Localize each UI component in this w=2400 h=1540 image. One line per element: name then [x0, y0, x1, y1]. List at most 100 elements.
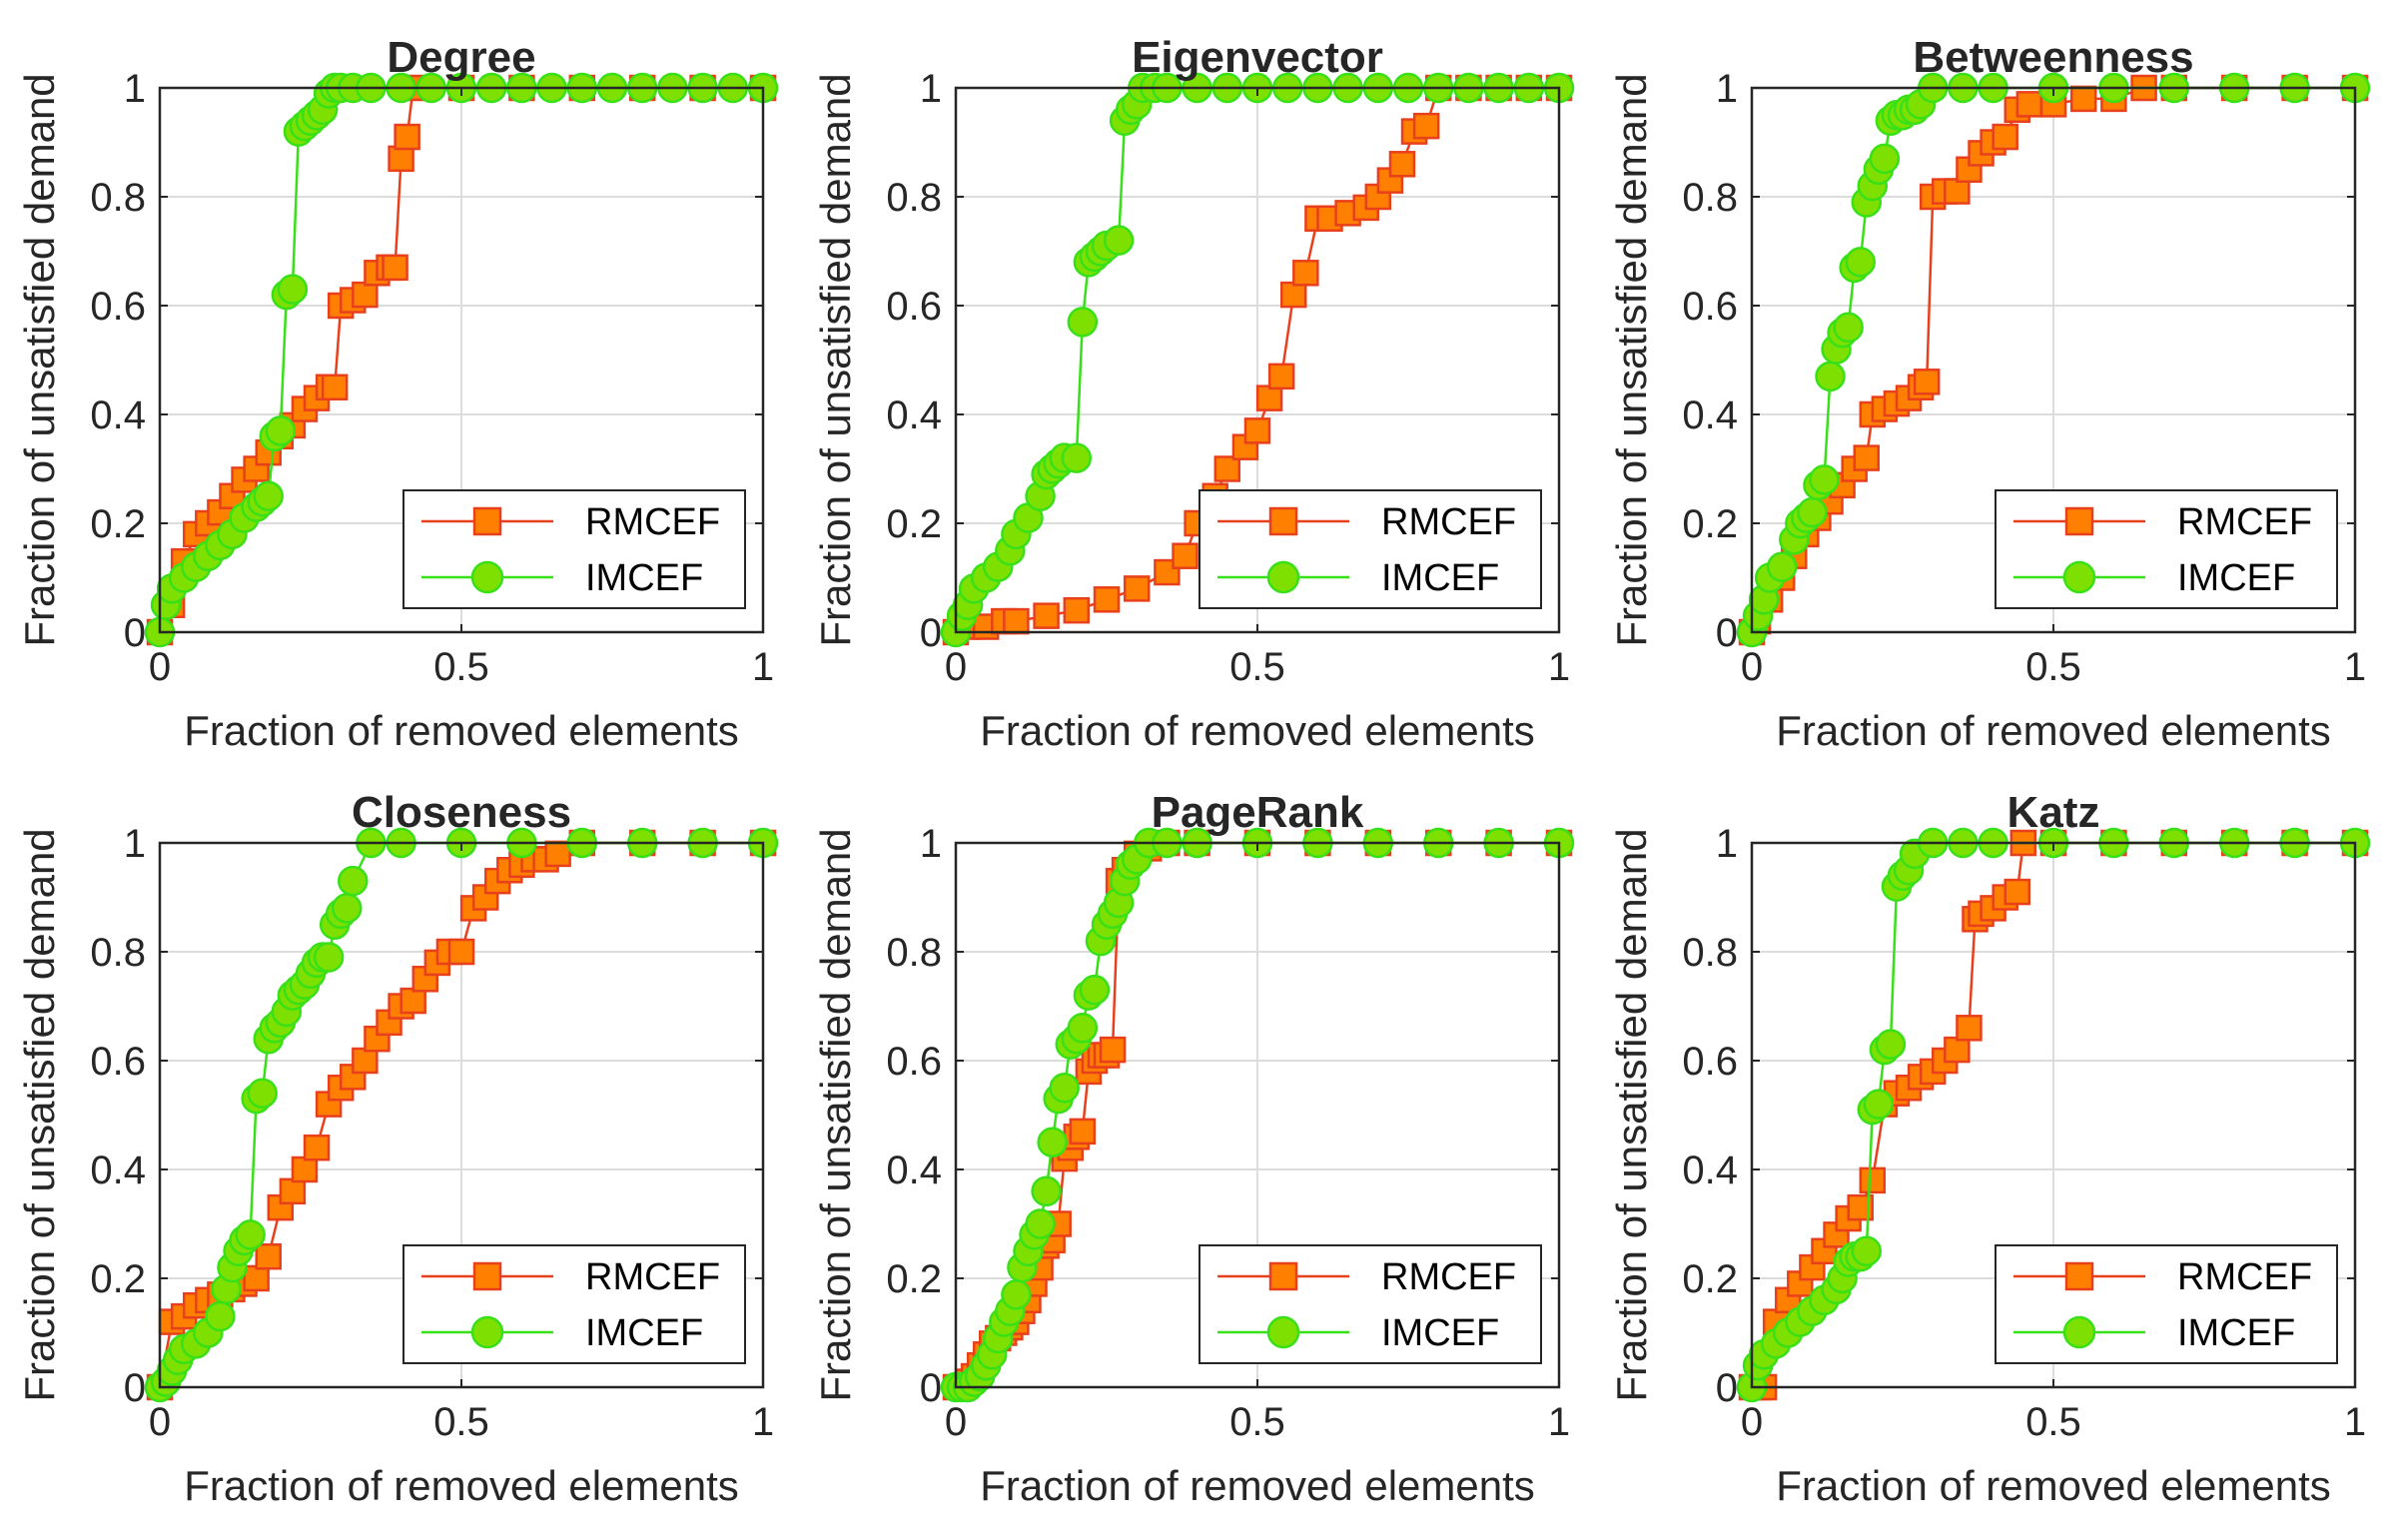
- data-point: [1956, 1015, 1983, 1042]
- data-point: [1267, 363, 1295, 390]
- chart-title: Closeness: [352, 788, 571, 837]
- data-point: [1913, 369, 1941, 395]
- data-point: [1815, 361, 1846, 392]
- x-axis-label: Fraction of removed elements: [1776, 1462, 2331, 1509]
- y-tick-label: 0.2: [886, 1257, 942, 1301]
- y-tick-label: 0.8: [886, 176, 942, 220]
- data-point: [1213, 455, 1241, 482]
- legend-label: IMCEF: [2177, 1312, 2295, 1354]
- y-tick-label: 0.4: [886, 393, 942, 437]
- legend-marker: [2064, 1261, 2094, 1291]
- data-point: [1833, 312, 1864, 344]
- x-tick-label: 0.5: [1229, 645, 1285, 689]
- y-tick-label: 0.6: [886, 1040, 942, 1084]
- legend: RMCEF IMCEF: [402, 1244, 746, 1364]
- data-point: [447, 938, 475, 966]
- chart-title: Degree: [387, 33, 535, 82]
- data-point: [544, 840, 571, 868]
- data-point: [382, 254, 408, 282]
- y-axis-label: Fraction of unsatisfied demand: [16, 73, 63, 646]
- data-point: [1037, 1127, 1068, 1157]
- y-tick-label: 0.4: [90, 393, 146, 437]
- x-tick-label: 0: [1741, 1400, 1763, 1444]
- y-tick-label: 0: [920, 1366, 942, 1410]
- legend-marker: [470, 1315, 504, 1349]
- legend-label: IMCEF: [1381, 1312, 1499, 1354]
- y-axis-label: Fraction of unsatisfied demand: [812, 828, 859, 1401]
- y-tick-label: 0.8: [1682, 931, 1738, 975]
- data-point: [1123, 575, 1151, 602]
- data-point: [1863, 1089, 1895, 1120]
- data-point: [394, 123, 420, 151]
- legend-item-imcef: IMCEF: [421, 1312, 703, 1354]
- y-tick-label: 0: [1716, 611, 1738, 655]
- data-point: [1099, 1036, 1127, 1064]
- data-point: [235, 1219, 266, 1250]
- y-tick-label: 0.2: [886, 502, 942, 546]
- x-tick-label: 1: [1548, 1400, 1570, 1444]
- y-tick-label: 0: [124, 611, 146, 655]
- legend-box: [402, 1244, 746, 1364]
- data-point: [1067, 1013, 1099, 1044]
- legend: RMCEF IMCEF: [1995, 489, 2338, 609]
- legend-label: RMCEF: [1381, 501, 1516, 543]
- data-point: [265, 415, 297, 446]
- data-point: [1063, 596, 1091, 624]
- data-point: [1853, 444, 1881, 471]
- legend-label: IMCEF: [2177, 557, 2295, 599]
- x-tick-label: 1: [2344, 1400, 2366, 1444]
- data-point: [1025, 1208, 1056, 1239]
- y-tick-label: 0: [920, 611, 942, 655]
- data-point: [243, 1264, 270, 1292]
- legend-item-imcef: IMCEF: [2013, 1312, 2295, 1354]
- x-axis-label: Fraction of removed elements: [184, 707, 739, 754]
- series-imcef: [940, 827, 1575, 1403]
- x-tick-label: 1: [2344, 645, 2366, 689]
- subplot-katz: 0 0.5 1 0 0.2 0.4 0.6 0.8 1 Katz Fraction of remov…: [1608, 788, 2371, 1509]
- legend-item-rmcef: RMCEF: [421, 501, 720, 543]
- legend-box: [402, 489, 746, 609]
- legend-item-imcef: IMCEF: [1217, 1312, 1499, 1354]
- x-axis-label: Fraction of removed elements: [980, 707, 1535, 754]
- subplot-eigenvector: 0 0.5 1 0 0.2 0.4 0.6 0.8 1 Eigenvector Fraction o…: [812, 33, 1575, 754]
- subplot-degree: 0 0.5 1 0 0.2 0.4 0.6 0.8 1 Degree Fraction of rem…: [16, 33, 779, 754]
- y-tick-label: 0.6: [90, 285, 146, 329]
- legend-label: RMCEF: [585, 501, 720, 543]
- legend-label: IMCEF: [585, 557, 703, 599]
- legend-item-imcef: IMCEF: [421, 557, 703, 599]
- x-axis-label: Fraction of removed elements: [980, 1462, 1535, 1509]
- legend-item-rmcef: RMCEF: [1217, 1256, 1516, 1298]
- y-tick-label: 0.4: [886, 1149, 942, 1192]
- data-point: [279, 1177, 307, 1205]
- data-point: [1243, 417, 1271, 444]
- y-tick-label: 0.4: [1682, 393, 1738, 437]
- legend-label: IMCEF: [1381, 557, 1499, 599]
- chart-title: PageRank: [1152, 788, 1364, 837]
- y-tick-label: 0.4: [90, 1149, 146, 1192]
- data-point: [1944, 1036, 1971, 1064]
- legend-box: [1199, 1244, 1542, 1364]
- y-axis-label: Fraction of unsatisfied demand: [16, 828, 63, 1401]
- subplot-closeness: 0 0.5 1 0 0.2 0.4 0.6 0.8 1 Closeness Fraction of …: [16, 788, 779, 1509]
- legend-item-rmcef: RMCEF: [2013, 1256, 2312, 1298]
- legend-item-rmcef: RMCEF: [1217, 501, 1516, 543]
- legend-marker: [1268, 506, 1298, 536]
- data-point: [1412, 112, 1440, 140]
- data-point: [313, 942, 345, 973]
- x-tick-label: 0: [945, 645, 967, 689]
- data-point: [1388, 151, 1416, 178]
- y-tick-label: 0.2: [1682, 502, 1738, 546]
- legend: RMCEF IMCEF: [1199, 1244, 1542, 1364]
- data-point: [1067, 307, 1099, 338]
- data-point: [1809, 464, 1840, 495]
- y-tick-label: 0.6: [1682, 1040, 1738, 1084]
- chart-title: Katz: [2007, 788, 2100, 837]
- legend-marker: [1266, 560, 1300, 594]
- y-tick-label: 0: [1716, 1366, 1738, 1410]
- data-point: [352, 1047, 379, 1075]
- legend: RMCEF IMCEF: [402, 489, 746, 609]
- data-point: [331, 893, 363, 924]
- x-tick-label: 1: [752, 1400, 774, 1444]
- legend-marker: [2064, 506, 2094, 536]
